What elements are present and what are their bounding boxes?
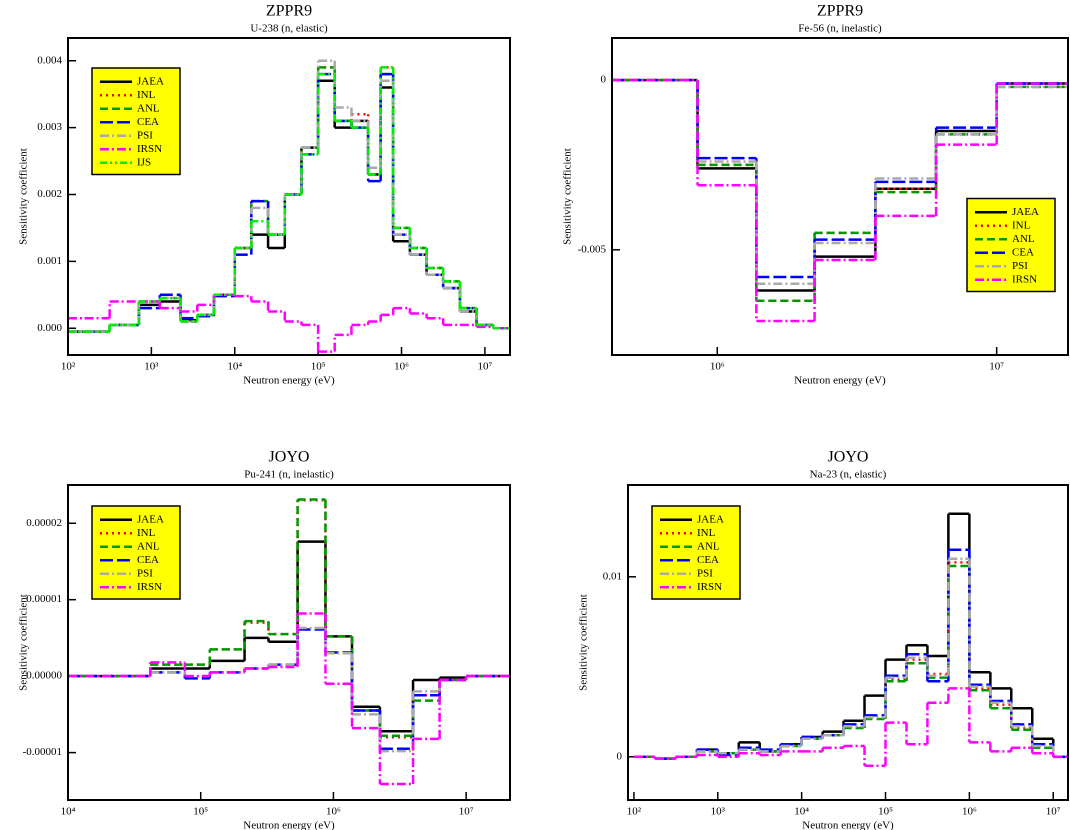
plot-frame (611, 37, 1069, 356)
x-tick-label: 10⁶ (962, 806, 977, 818)
x-tick-label: 10⁶ (326, 806, 341, 818)
x-tick-label: 10⁴ (794, 806, 809, 818)
x-tick-label: 10⁷ (477, 361, 492, 373)
plot-frame (67, 37, 511, 356)
x-tick-label: 10⁵ (193, 806, 208, 818)
legend-label: JAEA (137, 513, 164, 525)
legend-label: CEA (137, 116, 159, 128)
panel: JOYO Na-23 (n, elastic) Neutron energy (eV… (578, 449, 1069, 830)
plot-frame (627, 484, 1069, 801)
x-tick-label: 10² (627, 806, 642, 818)
panel: JOYO Pu-241 (n, inelastic) Neutron energy … (18, 449, 511, 830)
legend-label: PSI (137, 567, 153, 579)
chart-title: ZPPR9 (266, 3, 312, 20)
panel: ZPPR9 Fe-56 (n, inelastic) Neutron energy … (562, 3, 1069, 387)
y-tick-label: 0.00001 (26, 593, 62, 605)
legend-label: PSI (1012, 260, 1028, 272)
legend-label: JAEA (137, 75, 164, 87)
series (612, 78, 1068, 323)
y-tick-label: -0.00001 (23, 746, 62, 758)
chart-subtitle: U-238 (n, elastic) (250, 23, 328, 35)
chart-subtitle: Fe-56 (n, inelastic) (798, 23, 882, 35)
y-tick-label: 0 (617, 750, 623, 762)
y-tick-label: 0.00002 (26, 517, 62, 529)
legend-box (91, 505, 181, 600)
legend-box (651, 505, 741, 600)
legend-box (966, 197, 1056, 293)
x-tick-label: 10⁷ (1046, 806, 1061, 818)
x-tick-label: 10⁷ (989, 361, 1004, 373)
x-tick-label: 10⁷ (459, 806, 474, 818)
chart-subtitle: Na-23 (n, elastic) (810, 469, 887, 481)
legend-label: INL (137, 89, 156, 101)
legend-label: ANL (137, 102, 160, 114)
x-axis-label: Neutron energy (eV) (243, 820, 335, 830)
legend-label: ANL (1012, 233, 1035, 245)
series (68, 293, 510, 353)
y-tick-label: 0.002 (37, 188, 62, 200)
x-tick-label: 10⁶ (394, 361, 409, 373)
y-axis-label: Sensitivity coefficient (562, 148, 574, 245)
series (68, 626, 510, 753)
legend-label: INL (697, 527, 716, 539)
y-tick-label: 0.003 (37, 121, 62, 133)
legend-label: CEA (1012, 246, 1034, 258)
y-tick-label: 0.00000 (26, 670, 62, 682)
y-axis-label: Sensitivity coefficient (18, 148, 30, 245)
y-tick-label: 0.001 (37, 255, 62, 267)
y-tick-label: 0.004 (37, 54, 62, 66)
x-tick-label: 10³ (711, 806, 726, 818)
series (68, 628, 510, 751)
x-tick-label: 10⁴ (227, 361, 242, 373)
legend-label: INL (1012, 219, 1031, 231)
chart-title: ZPPR9 (817, 3, 863, 20)
x-tick-label: 10⁵ (311, 361, 326, 373)
y-axis-label: Sensitivity coefficient (578, 594, 590, 691)
legend-label: ANL (137, 540, 160, 552)
legend-label: JAEA (697, 513, 724, 525)
legend-label: JAEA (1012, 206, 1039, 218)
legend-label: PSI (137, 129, 153, 141)
x-tick-label: 10⁵ (878, 806, 893, 818)
x-axis-label: Neutron energy (eV) (802, 820, 894, 830)
x-tick-label: 10⁴ (61, 806, 76, 818)
y-tick-label: 0 (601, 74, 607, 86)
x-tick-label: 10³ (144, 361, 159, 373)
x-axis-label: Neutron energy (eV) (794, 375, 886, 387)
x-tick-label: 10⁶ (710, 361, 725, 373)
legend-label: IRSN (137, 143, 162, 155)
series (633, 687, 1068, 768)
chart-title: JOYO (269, 449, 310, 466)
y-tick-label: 0.01 (603, 570, 622, 582)
legend-label: ANL (697, 540, 720, 552)
legend-label: IRSN (1012, 273, 1037, 285)
panel: ZPPR9 U-238 (n, elastic) Neutron energy (e… (18, 3, 511, 387)
plot-frame (67, 484, 511, 801)
legend-label: IRSN (137, 581, 162, 593)
legend-label: INL (137, 527, 156, 539)
x-axis-label: Neutron energy (eV) (243, 375, 335, 387)
series (68, 612, 510, 786)
x-tick-label: 10² (61, 361, 76, 373)
legend-label: PSI (697, 567, 713, 579)
chart-title: JOYO (828, 449, 869, 466)
legend-label: IRSN (697, 581, 722, 593)
y-tick-label: -0.005 (578, 243, 607, 255)
y-axis-label: Sensitivity coefficient (18, 594, 30, 691)
legend-label: CEA (137, 554, 159, 566)
chart-subtitle: Pu-241 (n, inelastic) (244, 469, 334, 481)
y-tick-label: 0.000 (37, 322, 62, 334)
legend-label: CEA (697, 554, 719, 566)
series (68, 66, 510, 333)
legend-label: IJS (137, 156, 151, 168)
